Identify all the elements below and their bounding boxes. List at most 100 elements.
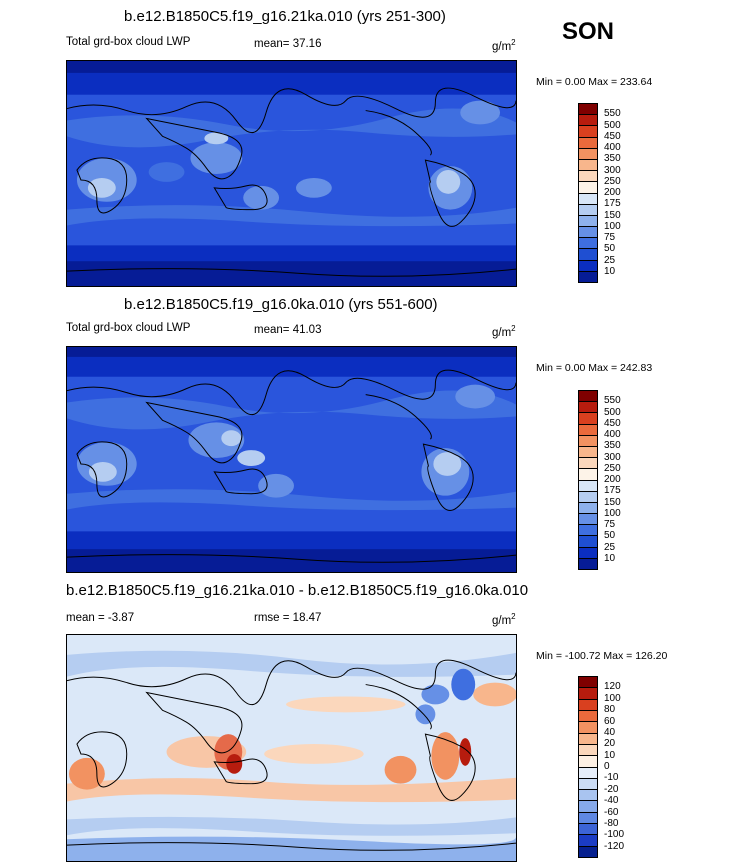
panel-2-colorbar-label: 200 xyxy=(604,474,621,485)
panel-3-colorbar-swatch xyxy=(579,756,597,768)
panel-1-colorbar-swatch xyxy=(579,215,597,228)
panel-1-colorbar-swatch xyxy=(579,171,597,183)
panel-2-units: g/m2 xyxy=(492,324,516,339)
panel-3-colorbar-swatch xyxy=(579,767,597,779)
panel-1-colorbar-swatch xyxy=(579,137,597,149)
panel-2-colorbar-label: 50 xyxy=(604,530,616,542)
panel-1-range: Min = 0.00 Max = 233.64 xyxy=(536,76,653,88)
panel-2-range: Min = 0.00 Max = 242.83 xyxy=(536,362,653,374)
panel-1-colorbar-swatch xyxy=(579,182,597,194)
panel-3-colorbar-label: -120 xyxy=(604,840,625,852)
panel-3-mean: mean = -3.87 xyxy=(66,612,134,624)
panel-3-colorbar-swatch xyxy=(579,688,597,700)
panel-2-colorbar-swatch xyxy=(579,446,597,459)
panel-1-colorbar-swatch xyxy=(579,148,597,160)
panel-3-colorbar-swatch xyxy=(579,824,597,836)
panel-1-colorbar-swatch xyxy=(579,227,597,239)
panel-2-colorbar-label: 550 xyxy=(604,395,621,407)
panel-3-colorbar-label: -100 xyxy=(604,829,625,841)
panel-2-colorbar-swatch xyxy=(579,536,597,548)
panel-1-mean: mean= 37.16 xyxy=(254,38,321,50)
panel-2-colorbar-swatch xyxy=(579,491,597,503)
panel-2-colorbar-swatch xyxy=(579,547,597,559)
panel-2-colorbar-label: 10 xyxy=(604,552,616,564)
panel-3-colorbar-swatch xyxy=(579,790,597,802)
panel-3-map-svg xyxy=(67,635,516,861)
panel-1-colorbar-swatch xyxy=(579,249,597,261)
panel-2-colorbar-swatch xyxy=(579,458,597,470)
panel-2-colorbar-label: 150 xyxy=(604,496,621,508)
panel-3-rmse-value: 18.47 xyxy=(292,612,322,624)
panel-2-colorbar-label: 175 xyxy=(604,485,621,497)
panel-2-colorbar-swatch xyxy=(579,514,597,526)
panel-2-colorbar-label: 400 xyxy=(604,429,621,440)
panel-1-colorbar-label: 500 xyxy=(604,119,621,131)
panel-1-map xyxy=(66,60,517,287)
panel-3-colorbar-label: 100 xyxy=(604,692,621,704)
panel-1-map-svg xyxy=(67,61,516,286)
panel-3-colorbar-swatch xyxy=(579,846,597,857)
panel-3-units: g/m2 xyxy=(492,612,516,627)
panel-3-colorbar-swatch xyxy=(579,744,597,757)
panel-1-colorbar-swatch xyxy=(579,159,597,172)
panel-1-colorbar-swatch xyxy=(579,193,597,205)
panel-2-colorbar-swatch xyxy=(579,435,597,447)
panel-3-colorbar-label: -10 xyxy=(604,772,619,784)
panel-1-colorbar-label: 200 xyxy=(604,187,621,198)
panel-1-colorbar xyxy=(578,103,598,283)
panel-1-colorbar-swatch xyxy=(579,204,597,216)
panel-2-colorbar-swatch xyxy=(579,402,597,414)
panel-1-colorbar-label: 400 xyxy=(604,142,621,153)
panel-3-colorbar-label: -20 xyxy=(604,783,619,795)
panel-1-colorbar-label: 10 xyxy=(604,265,616,277)
panel-1-colorbar-swatch xyxy=(579,104,597,116)
panel-3-colorbar-label: 40 xyxy=(604,726,616,738)
panel-1-colorbar-label: 550 xyxy=(604,108,621,120)
panel-3-colorbar-swatch xyxy=(579,677,597,689)
panel-3-colorbar-label: 20 xyxy=(604,738,616,750)
panel-1-colorbar-label: 75 xyxy=(604,232,616,243)
panel-1-colorbar-swatch xyxy=(579,260,597,272)
panel-1-units: g/m2 xyxy=(492,38,516,53)
panel-3-rmse: rmse = 18.47 xyxy=(254,612,321,624)
panel-2-map-svg xyxy=(67,347,516,572)
panel-3-colorbar-swatch xyxy=(579,801,597,813)
panel-1-colorbar-label: 300 xyxy=(604,164,621,176)
panel-3-colorbar-swatch xyxy=(579,722,597,734)
panel-1-field-name: Total grd-box cloud LWP xyxy=(66,36,191,48)
panel-2-colorbar-label: 300 xyxy=(604,451,621,463)
panel-1-colorbar-swatch xyxy=(579,271,597,282)
panel-1-title: b.e12.B1850C5.f19_g16.21ka.010 (yrs 251-… xyxy=(124,8,446,25)
panel-3-rmse-label: rmse = xyxy=(254,612,290,624)
panel-1-colorbar-label: 350 xyxy=(604,153,621,165)
panel-2-colorbar-swatch xyxy=(579,469,597,481)
panel-2-colorbar-label: 25 xyxy=(604,541,616,553)
panel-1-mean-label: mean= xyxy=(254,38,290,50)
panel-2-colorbar-swatch xyxy=(579,502,597,515)
panel-3-colorbar-label: 120 xyxy=(604,681,621,693)
panel-2-colorbar-swatch xyxy=(579,391,597,403)
panel-2-map xyxy=(66,346,517,573)
panel-3-colorbar-label: 60 xyxy=(604,715,616,727)
panel-3-colorbar-swatch xyxy=(579,699,597,711)
panel-3-colorbar-label: 0 xyxy=(604,761,610,772)
panel-3-title: b.e12.B1850C5.f19_g16.21ka.010 - b.e12.B… xyxy=(66,582,529,599)
panel-3-colorbar-swatch xyxy=(579,835,597,847)
panel-1-colorbar-swatch xyxy=(579,238,597,250)
panel-1-colorbar-label: 100 xyxy=(604,220,621,232)
panel-3-mean-value: -3.87 xyxy=(107,612,135,624)
panel-2-mean-label: mean= xyxy=(254,324,290,336)
panel-2-colorbar-swatch xyxy=(579,558,597,569)
panel-2-colorbar-swatch xyxy=(579,525,597,537)
panel-1-colorbar-label: 175 xyxy=(604,198,621,210)
panel-1-colorbar-swatch xyxy=(579,126,597,138)
panel-3-range: Min = -100.72 Max = 126.20 xyxy=(536,650,668,662)
panel-1-colorbar-label: 250 xyxy=(604,175,621,187)
panel-3-colorbar-label: 10 xyxy=(604,749,616,761)
panel-2-colorbar xyxy=(578,390,598,570)
panel-3-colorbar-swatch xyxy=(579,710,597,723)
panel-3-colorbar-swatch xyxy=(579,778,597,791)
panel-2-colorbar-label: 250 xyxy=(604,462,621,474)
panel-3-colorbar-label: -60 xyxy=(604,806,619,818)
panel-2-field-name: Total grd-box cloud LWP xyxy=(66,322,191,334)
